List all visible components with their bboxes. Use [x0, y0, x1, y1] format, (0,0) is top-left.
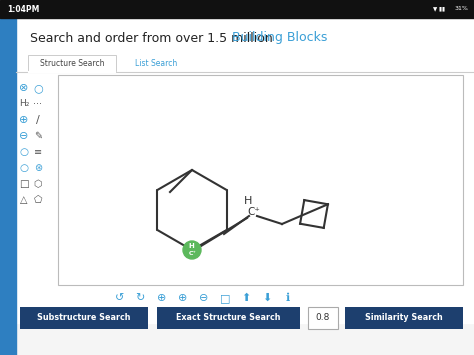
Text: ↺: ↺ [115, 293, 125, 303]
Text: ✎: ✎ [34, 131, 42, 141]
Text: 31%: 31% [454, 6, 468, 11]
Text: /: / [36, 115, 40, 125]
Text: ▼ ▮▮: ▼ ▮▮ [433, 6, 445, 11]
Text: ⊛: ⊛ [34, 163, 42, 173]
Text: ○: ○ [33, 83, 43, 93]
Text: ⊕: ⊕ [178, 293, 188, 303]
Text: C⁺: C⁺ [189, 251, 196, 256]
Text: ≡: ≡ [34, 147, 42, 157]
Text: ⊕: ⊕ [157, 293, 167, 303]
Text: Search and order from over 1.5 million: Search and order from over 1.5 million [30, 32, 277, 44]
Text: Similarity Search: Similarity Search [365, 313, 443, 322]
Text: ⊖: ⊖ [199, 293, 209, 303]
Text: □: □ [19, 179, 29, 189]
Text: Building Blocks: Building Blocks [232, 32, 328, 44]
Text: ↻: ↻ [135, 293, 145, 303]
Text: 0.8: 0.8 [316, 313, 330, 322]
Text: ⬆: ⬆ [241, 293, 251, 303]
Text: List Search: List Search [135, 59, 177, 67]
Text: ⬇: ⬇ [262, 293, 272, 303]
Text: ⊖: ⊖ [19, 131, 29, 141]
Text: ⬠: ⬠ [34, 195, 42, 205]
Text: ⬡: ⬡ [34, 179, 42, 189]
Text: ○: ○ [19, 163, 28, 173]
Text: □: □ [220, 293, 230, 303]
Bar [157, 307, 300, 329]
Text: ℹ: ℹ [286, 293, 290, 303]
Text: ···: ··· [34, 99, 43, 109]
Text: H: H [188, 244, 194, 250]
Text: H₂: H₂ [19, 99, 29, 109]
Text: ○: ○ [19, 147, 28, 157]
Text: Substructure Search: Substructure Search [37, 313, 131, 322]
Bar [16, 18, 474, 323]
Text: △: △ [20, 195, 28, 205]
Text: C⁺: C⁺ [247, 207, 260, 217]
Bar [0, 18, 16, 355]
Bar [345, 307, 463, 329]
Bar [20, 307, 148, 329]
Bar [28, 55, 116, 71]
Text: ⊕: ⊕ [19, 115, 29, 125]
Bar [58, 75, 463, 285]
Text: Structure Search: Structure Search [40, 59, 104, 67]
Text: ⊗: ⊗ [19, 83, 29, 93]
Text: Exact Structure Search: Exact Structure Search [176, 313, 281, 322]
Circle shape [183, 241, 201, 259]
Bar [308, 307, 338, 329]
Text: 1:04PM: 1:04PM [7, 5, 39, 13]
Bar [0, 0, 474, 18]
Text: H: H [244, 196, 252, 206]
